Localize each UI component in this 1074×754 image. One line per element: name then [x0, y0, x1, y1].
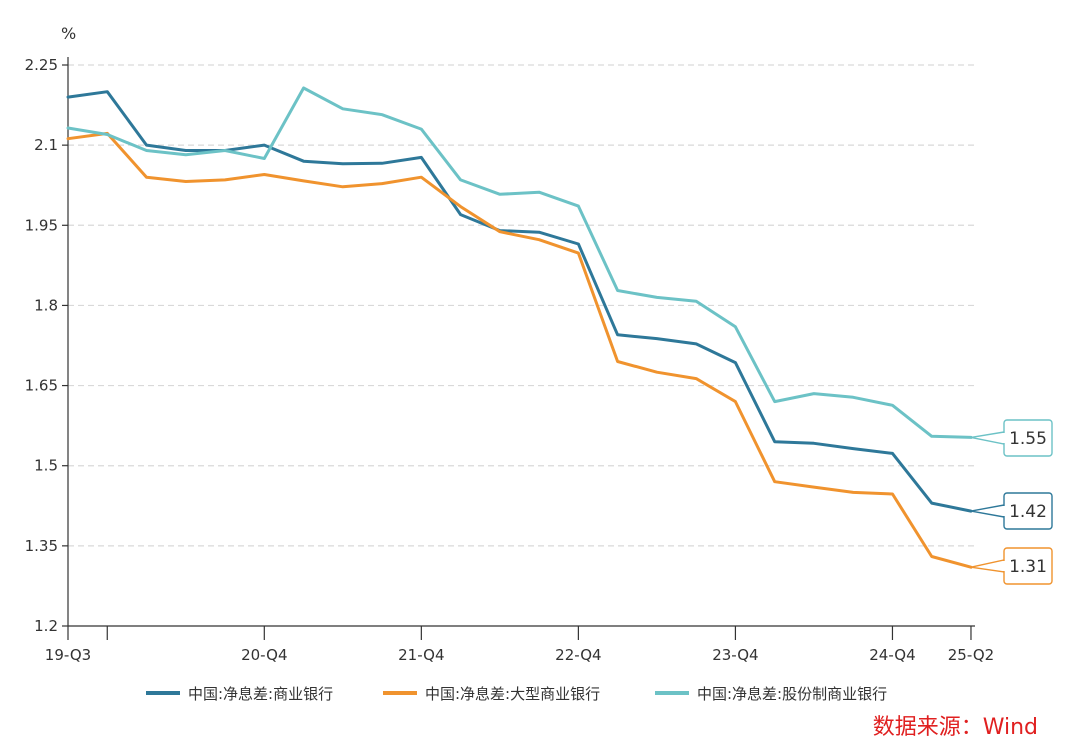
y-tick-label: 1.2 — [34, 617, 58, 635]
end-label-value: 1.31 — [1009, 557, 1047, 577]
y-tick-label: 1.35 — [25, 537, 58, 555]
end-label-3: 1.55 — [970, 419, 1053, 457]
x-tick-label: 25-Q2 — [948, 646, 994, 664]
x-tick-label: 23-Q4 — [712, 646, 758, 664]
y-unit-label: % — [61, 24, 76, 43]
y-tick-label: 1.8 — [34, 296, 58, 314]
y-tick-label: 2.1 — [34, 136, 58, 154]
x-tick-label: 22-Q4 — [555, 646, 601, 664]
y-tick-label: 1.5 — [34, 457, 58, 475]
legend-label: 中国:净息差:商业银行 — [188, 685, 333, 703]
end-label-1: 1.42 — [970, 492, 1053, 530]
x-tick-label: 19-Q3 — [45, 646, 91, 664]
y-tick-label: 1.95 — [25, 216, 58, 234]
x-tick-label: 24-Q4 — [869, 646, 915, 664]
end-label-value: 1.42 — [1009, 502, 1047, 522]
legend-label: 中国:净息差:股份制商业银行 — [697, 685, 887, 703]
end-label-pointer — [970, 504, 1005, 518]
y-tick-label: 1.65 — [25, 377, 58, 395]
y-tick-label: 2.25 — [25, 56, 58, 74]
source-note: 数据来源：Wind — [873, 715, 1038, 740]
end-label-2: 1.31 — [970, 547, 1053, 585]
end-label-value: 1.55 — [1009, 429, 1047, 449]
legend: 中国:净息差:商业银行 中国:净息差:大型商业银行 中国:净息差:股份制商业银行 — [146, 685, 887, 703]
series-line-2 — [66, 131, 973, 569]
series-lines — [66, 86, 973, 569]
legend-label: 中国:净息差:大型商业银行 — [425, 685, 600, 703]
series-line-1 — [66, 90, 973, 513]
legend-item-1: 中国:净息差:商业银行 — [146, 685, 333, 703]
x-tick-label: 21-Q4 — [398, 646, 444, 664]
grid-lines — [68, 64, 975, 547]
axes: 1.2 1.35 1.5 1.65 1.8 1.95 2.1 2.25 19-Q3 20-Q4 21… — [25, 56, 995, 664]
end-label-pointer — [970, 431, 1005, 445]
end-labels: 1.42 1.31 1.55 — [970, 419, 1053, 585]
end-label-pointer — [970, 559, 1005, 573]
legend-item-2: 中国:净息差:大型商业银行 — [383, 685, 600, 703]
series-line-3 — [66, 86, 973, 439]
legend-item-3: 中国:净息差:股份制商业银行 — [655, 685, 887, 703]
x-tick-label: 20-Q4 — [241, 646, 287, 664]
